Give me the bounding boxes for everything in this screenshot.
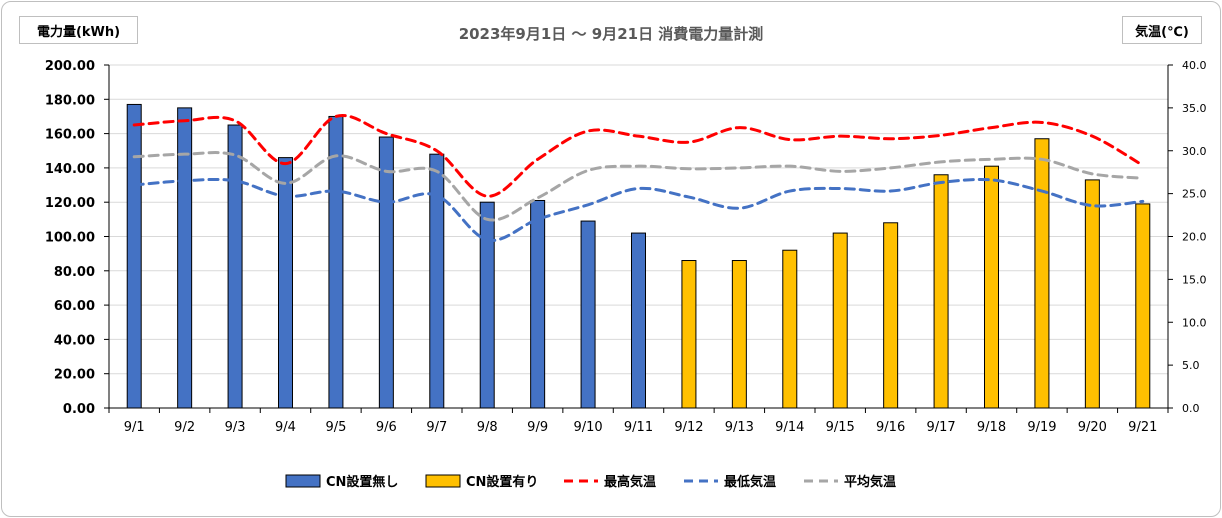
y-tick-label: 40.00 bbox=[54, 333, 95, 348]
y2-tick-label: 20.0 bbox=[1182, 231, 1207, 244]
legend-label: 最高気温 bbox=[604, 474, 656, 490]
y-tick-label: 100.00 bbox=[45, 231, 95, 246]
y2-tick-label: 15.0 bbox=[1182, 273, 1207, 286]
bar bbox=[227, 124, 243, 409]
legend: CN設置無し CN設置有り 最高気温 最低気温 平均気温 bbox=[285, 474, 896, 490]
y-axis-right-label: 気温(℃) bbox=[1122, 16, 1202, 44]
y-tick-label: 0.00 bbox=[63, 402, 95, 417]
x-tick-label: 9/12 bbox=[674, 420, 703, 435]
legend-label: CN設置無し bbox=[326, 474, 398, 490]
x-tick-label: 9/18 bbox=[977, 420, 1006, 435]
x-tick-label: 9/14 bbox=[775, 420, 804, 435]
y2-tick-label: 30.0 bbox=[1182, 145, 1207, 158]
bar bbox=[1084, 179, 1100, 409]
bar bbox=[731, 260, 747, 409]
legend-label: 平均気温 bbox=[844, 474, 896, 490]
x-tick-label: 9/2 bbox=[174, 420, 195, 435]
y-tick-label: 160.00 bbox=[45, 128, 95, 143]
bar bbox=[631, 232, 646, 409]
y2-tick-label: 5.0 bbox=[1182, 359, 1200, 372]
bars bbox=[126, 103, 1151, 409]
y-axis-left-label: 電力量(kWh) bbox=[19, 16, 138, 44]
x-tick-label: 9/16 bbox=[876, 420, 905, 435]
legend-swatch bbox=[425, 474, 461, 488]
x-tick-label: 9/5 bbox=[325, 420, 346, 435]
y-tick-label: 120.00 bbox=[45, 196, 95, 211]
y2-tick-label: 0.0 bbox=[1182, 402, 1200, 415]
x-tick-label: 9/1 bbox=[124, 420, 145, 435]
x-tick-label: 9/20 bbox=[1078, 420, 1107, 435]
bar bbox=[429, 153, 445, 409]
bar bbox=[530, 199, 546, 409]
x-tick-label: 9/4 bbox=[275, 420, 296, 435]
x-tick-label: 9/3 bbox=[225, 420, 246, 435]
legend-label: CN設置有り bbox=[466, 474, 538, 490]
bar bbox=[984, 165, 999, 409]
y2-tick-label: 25.0 bbox=[1182, 188, 1207, 201]
line-series bbox=[132, 151, 1145, 222]
bar bbox=[933, 174, 949, 409]
x-tick-label: 9/13 bbox=[725, 420, 754, 435]
bar bbox=[580, 220, 596, 409]
x-tick-label: 9/21 bbox=[1128, 420, 1157, 435]
x-tick-label: 9/8 bbox=[477, 420, 498, 435]
bar bbox=[328, 115, 344, 409]
bar bbox=[126, 103, 142, 409]
x-tick-label: 9/9 bbox=[527, 420, 548, 435]
axes: 0.00 20.00 40.00 60.00 80.00 100.00 120.00 140.… bbox=[45, 59, 1207, 435]
bar bbox=[378, 136, 394, 409]
y-tick-label: 200.00 bbox=[45, 59, 95, 74]
y2-tick-label: 35.0 bbox=[1182, 102, 1207, 115]
legend-swatch bbox=[285, 474, 321, 488]
bar bbox=[479, 201, 495, 409]
x-tick-label: 9/17 bbox=[926, 420, 955, 435]
y-tick-label: 180.00 bbox=[45, 93, 95, 108]
bar bbox=[883, 222, 899, 409]
x-tick-label: 9/15 bbox=[826, 420, 855, 435]
bar bbox=[681, 260, 697, 409]
y-tick-label: 60.00 bbox=[54, 299, 95, 314]
y-tick-label: 20.00 bbox=[54, 368, 95, 383]
bar bbox=[1034, 138, 1050, 409]
x-tick-label: 9/19 bbox=[1027, 420, 1056, 435]
y2-tick-label: 10.0 bbox=[1182, 316, 1207, 329]
bar bbox=[782, 249, 798, 409]
y-tick-label: 140.00 bbox=[45, 162, 95, 177]
line-series bbox=[132, 177, 1145, 242]
y-tick-label: 80.00 bbox=[54, 265, 95, 280]
x-tick-label: 9/6 bbox=[376, 420, 397, 435]
temperature-lines bbox=[132, 114, 1145, 242]
line-series bbox=[132, 114, 1145, 198]
bar bbox=[1135, 203, 1151, 409]
x-tick-label: 9/7 bbox=[426, 420, 447, 435]
y2-tick-label: 40.0 bbox=[1182, 59, 1207, 72]
x-tick-label: 9/10 bbox=[573, 420, 602, 435]
bar bbox=[832, 232, 848, 409]
chart-title: 2023年9月1日 ～ 9月21日 消費電力量計測 bbox=[458, 25, 764, 43]
x-tick-label: 9/11 bbox=[624, 420, 653, 435]
legend-label: 最低気温 bbox=[724, 474, 776, 490]
